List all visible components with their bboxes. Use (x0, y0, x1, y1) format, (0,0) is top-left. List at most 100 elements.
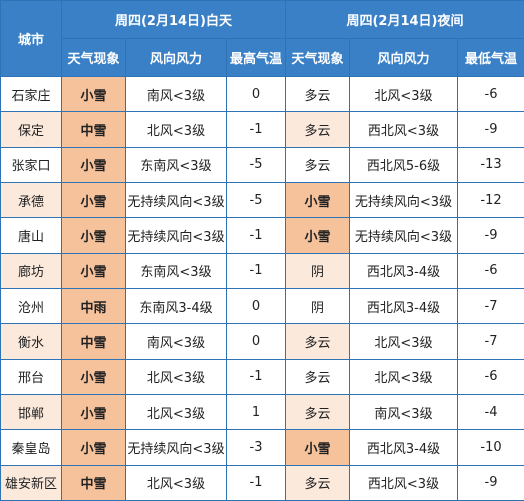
night-wind-cell: 无持续风向<3级 (350, 182, 458, 217)
night-condition-cell: 小雪 (286, 430, 350, 465)
day-wind-cell: 无持续风向<3级 (126, 430, 227, 465)
city-cell: 邢台 (1, 359, 62, 394)
low-temp-cell: -6 (458, 359, 524, 394)
day-wind-cell: 南风<3级 (126, 77, 227, 112)
low-temp-cell: -10 (458, 430, 524, 465)
low-temp-header: 最低气温 (458, 39, 524, 77)
high-temp-cell: 0 (227, 288, 286, 323)
city-cell: 雄安新区 (1, 465, 62, 500)
night-wind-cell: 西北风3-4级 (350, 253, 458, 288)
night-wind-cell: 西北风3-4级 (350, 430, 458, 465)
night-condition-cell: 多云 (286, 359, 350, 394)
day-condition-cell: 中雪 (62, 324, 126, 359)
day-wind-cell: 东南风<3级 (126, 147, 227, 182)
low-temp-cell: -7 (458, 324, 524, 359)
night-condition-cell: 小雪 (286, 182, 350, 217)
city-column-header: 城市 (1, 1, 62, 77)
night-wind-header: 风向风力 (350, 39, 458, 77)
city-cell: 沧州 (1, 288, 62, 323)
high-temp-cell: -1 (227, 112, 286, 147)
day-condition-header: 天气现象 (62, 39, 126, 77)
night-wind-cell: 西北风<3级 (350, 465, 458, 500)
day-wind-cell: 无持续风向<3级 (126, 218, 227, 253)
low-temp-cell: -7 (458, 288, 524, 323)
low-temp-cell: -13 (458, 147, 524, 182)
night-wind-cell: 北风<3级 (350, 359, 458, 394)
city-cell: 廊坊 (1, 253, 62, 288)
high-temp-cell: -3 (227, 430, 286, 465)
day-wind-cell: 南风<3级 (126, 324, 227, 359)
day-wind-cell: 北风<3级 (126, 359, 227, 394)
high-temp-cell: 0 (227, 77, 286, 112)
night-wind-cell: 南风<3级 (350, 394, 458, 429)
night-section-header: 周四(2月14日)夜间 (286, 1, 524, 39)
day-wind-cell: 北风<3级 (126, 465, 227, 500)
night-condition-cell: 多云 (286, 147, 350, 182)
day-condition-cell: 中雪 (62, 465, 126, 500)
day-condition-cell: 小雪 (62, 218, 126, 253)
night-condition-cell: 多云 (286, 112, 350, 147)
low-temp-cell: -6 (458, 253, 524, 288)
high-temp-cell: -1 (227, 465, 286, 500)
day-wind-cell: 北风<3级 (126, 112, 227, 147)
night-wind-cell: 西北风5-6级 (350, 147, 458, 182)
city-cell: 张家口 (1, 147, 62, 182)
city-cell: 秦皇岛 (1, 430, 62, 465)
high-temp-cell: -5 (227, 147, 286, 182)
low-temp-cell: -9 (458, 112, 524, 147)
day-condition-cell: 中雪 (62, 112, 126, 147)
day-condition-cell: 小雪 (62, 253, 126, 288)
night-condition-cell: 小雪 (286, 218, 350, 253)
low-temp-cell: -4 (458, 394, 524, 429)
night-condition-cell: 多云 (286, 324, 350, 359)
night-condition-cell: 阴 (286, 253, 350, 288)
city-cell: 邯郸 (1, 394, 62, 429)
night-condition-cell: 阴 (286, 288, 350, 323)
night-condition-cell: 多云 (286, 77, 350, 112)
day-condition-cell: 小雪 (62, 77, 126, 112)
day-wind-header: 风向风力 (126, 39, 227, 77)
night-wind-cell: 北风<3级 (350, 77, 458, 112)
day-condition-cell: 小雪 (62, 359, 126, 394)
day-condition-cell: 小雪 (62, 430, 126, 465)
day-wind-cell: 东南风<3级 (126, 253, 227, 288)
day-wind-cell: 无持续风向<3级 (126, 182, 227, 217)
night-condition-cell: 多云 (286, 394, 350, 429)
city-cell: 唐山 (1, 218, 62, 253)
low-temp-cell: -12 (458, 182, 524, 217)
day-wind-cell: 北风<3级 (126, 394, 227, 429)
high-temp-cell: -5 (227, 182, 286, 217)
low-temp-cell: -6 (458, 77, 524, 112)
day-condition-cell: 小雪 (62, 147, 126, 182)
low-temp-cell: -9 (458, 218, 524, 253)
night-condition-cell: 多云 (286, 465, 350, 500)
high-temp-cell: -1 (227, 359, 286, 394)
high-temp-cell: 1 (227, 394, 286, 429)
high-temp-cell: -1 (227, 253, 286, 288)
night-wind-cell: 西北风3-4级 (350, 288, 458, 323)
high-temp-cell: -1 (227, 218, 286, 253)
city-cell: 承德 (1, 182, 62, 217)
high-temp-cell: 0 (227, 324, 286, 359)
night-condition-header: 天气现象 (286, 39, 350, 77)
city-cell: 衡水 (1, 324, 62, 359)
day-condition-cell: 小雪 (62, 182, 126, 217)
day-condition-cell: 中雨 (62, 288, 126, 323)
night-wind-cell: 北风<3级 (350, 324, 458, 359)
day-wind-cell: 东南风3-4级 (126, 288, 227, 323)
high-temp-header: 最高气温 (227, 39, 286, 77)
city-cell: 保定 (1, 112, 62, 147)
night-wind-cell: 西北风<3级 (350, 112, 458, 147)
